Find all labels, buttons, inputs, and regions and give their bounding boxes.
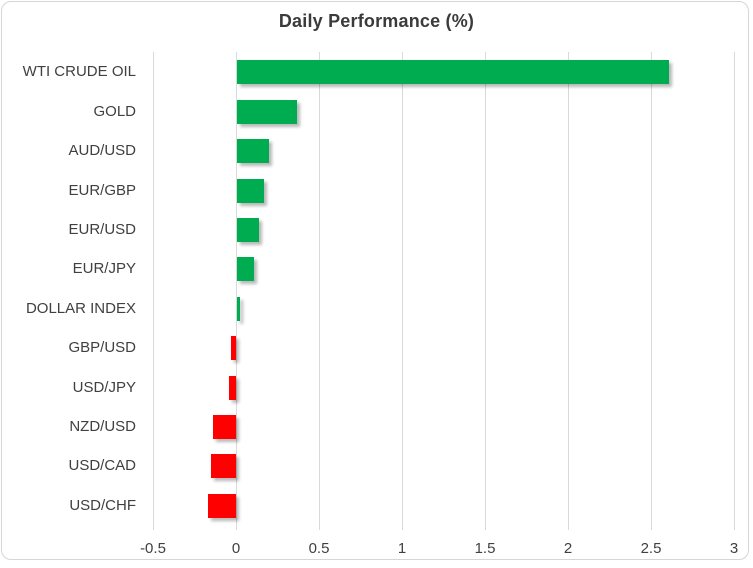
x-tick-label: 1 xyxy=(397,540,407,557)
category-label: EUR/GBP xyxy=(68,181,136,199)
gridline xyxy=(319,52,320,530)
bar-gbp-usd xyxy=(231,336,236,361)
gridline xyxy=(651,52,652,530)
x-tick-label: 1.5 xyxy=(474,540,496,557)
bar-eur-jpy xyxy=(237,257,254,282)
category-label: USD/CAD xyxy=(68,457,136,475)
bar-usd-cad xyxy=(211,454,236,479)
category-label: USD/CHF xyxy=(69,496,136,514)
category-label: NZD/USD xyxy=(69,418,136,435)
bar-gold xyxy=(237,99,297,124)
chart-frame xyxy=(1,1,749,560)
x-tick-label: -0.5 xyxy=(140,540,166,557)
category-label: EUR/USD xyxy=(68,221,136,238)
bar-dollar-index xyxy=(237,296,241,321)
bar-usd-jpy xyxy=(229,375,236,400)
gridline xyxy=(485,52,486,530)
bar-wti-crude-oil xyxy=(237,60,669,85)
x-tick-label: 0.5 xyxy=(308,540,330,557)
category-label: DOLLAR INDEX xyxy=(25,299,136,317)
gridline xyxy=(402,52,403,530)
x-tick-label: 2 xyxy=(563,540,573,557)
category-label: USD/JPY xyxy=(72,378,136,396)
chart-title: Daily Performance (%) xyxy=(278,11,475,31)
bar-usd-chf xyxy=(207,493,236,518)
gridline xyxy=(734,52,735,530)
category-label: GBP/USD xyxy=(68,339,136,357)
category-label: GOLD xyxy=(93,102,136,120)
gridline xyxy=(568,52,569,530)
category-label: WTI CRUDE OIL xyxy=(22,63,136,81)
x-tick-label: 2.5 xyxy=(640,540,662,557)
bar-nzd-usd xyxy=(212,415,236,439)
category-label: EUR/JPY xyxy=(72,260,136,278)
bar-aud-usd xyxy=(237,139,269,164)
bar-eur-usd xyxy=(237,218,259,242)
gridline xyxy=(153,52,154,530)
gridline xyxy=(236,52,237,530)
bar-eur-gbp xyxy=(237,178,264,203)
x-tick-label: 0 xyxy=(231,540,241,557)
category-label: AUD/USD xyxy=(68,142,136,160)
x-tick-label: 3 xyxy=(729,540,739,557)
